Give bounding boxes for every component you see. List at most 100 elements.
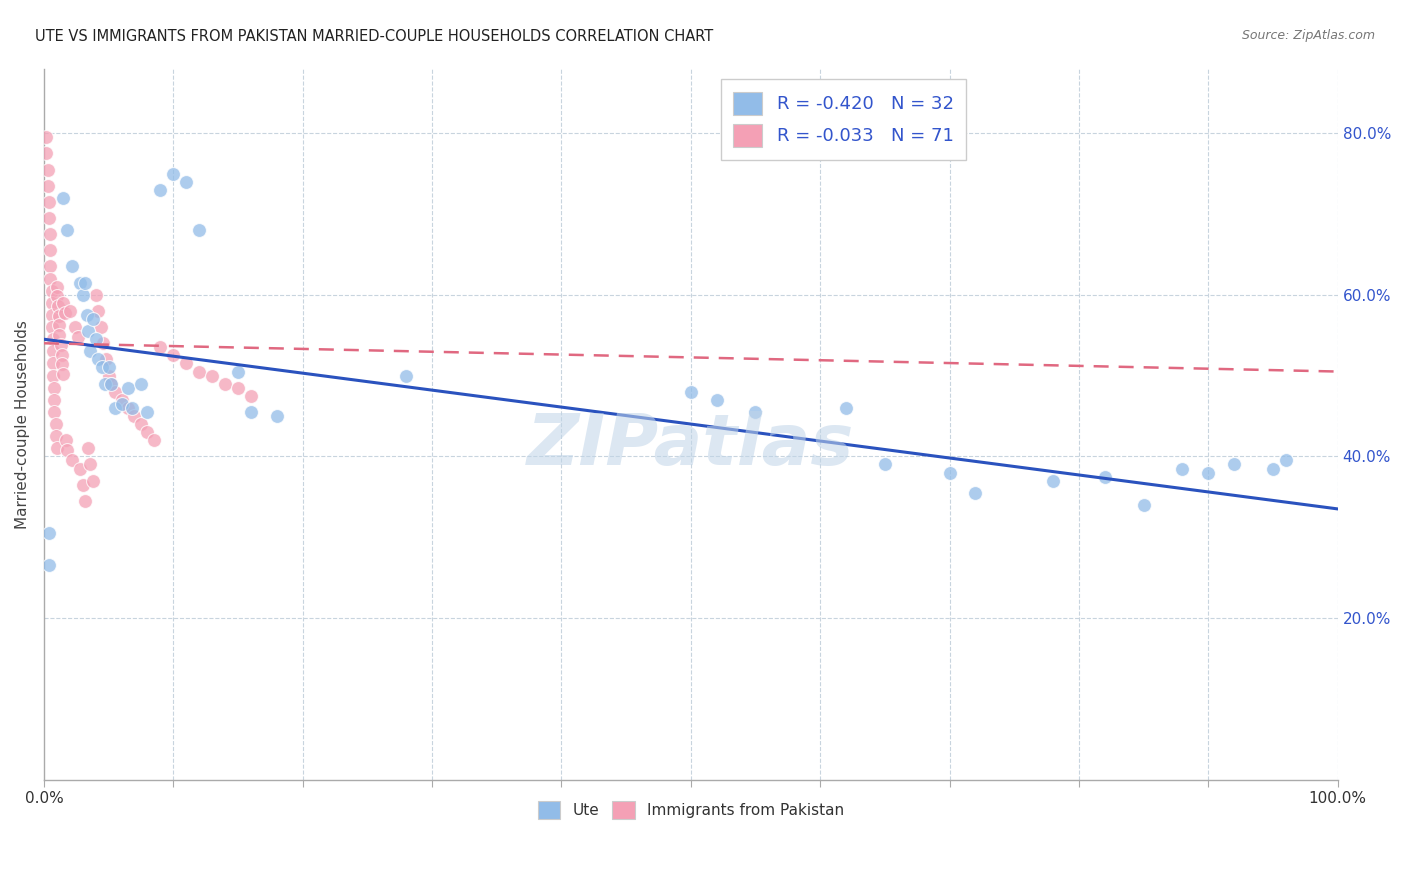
Point: [72, 287, 94, 301]
Point: [49, 338, 72, 352]
Point: [938, 466, 960, 480]
Point: [44, 417, 66, 431]
Text: ZIPatlas: ZIPatlas: [527, 411, 855, 480]
Point: [214, 376, 236, 391]
Point: [82, 312, 104, 326]
Point: [1261, 461, 1284, 475]
Point: [104, 384, 127, 399]
Point: [55, 434, 77, 448]
Point: [42, 356, 65, 370]
Point: [72, 477, 94, 491]
Point: [37, 178, 59, 193]
Point: [136, 405, 159, 419]
Point: [63, 320, 86, 334]
Point: [35, 146, 58, 161]
Point: [51, 348, 73, 362]
Point: [52, 367, 75, 381]
Point: [84, 287, 107, 301]
Point: [69, 276, 91, 290]
Point: [45, 442, 67, 456]
Point: [93, 336, 115, 351]
Point: [104, 401, 127, 415]
Point: [1275, 453, 1298, 467]
Point: [129, 417, 152, 431]
Point: [873, 458, 896, 472]
Point: [79, 458, 101, 472]
Point: [136, 425, 159, 439]
Point: [46, 299, 69, 313]
Point: [706, 392, 728, 407]
Point: [51, 357, 73, 371]
Point: [38, 526, 60, 541]
Point: [142, 434, 165, 448]
Point: [37, 162, 59, 177]
Point: [835, 401, 858, 415]
Point: [44, 405, 66, 419]
Point: [41, 296, 63, 310]
Point: [39, 227, 62, 242]
Point: [75, 493, 97, 508]
Point: [41, 320, 63, 334]
Point: [124, 409, 146, 423]
Point: [75, 276, 97, 290]
Point: [162, 348, 184, 362]
Point: [39, 260, 62, 274]
Y-axis label: Married-couple Households: Married-couple Households: [15, 319, 30, 528]
Point: [38, 194, 60, 209]
Point: [56, 442, 79, 457]
Point: [1094, 469, 1116, 483]
Point: [52, 191, 75, 205]
Point: [56, 223, 79, 237]
Point: [121, 401, 143, 415]
Point: [149, 340, 172, 354]
Point: [1197, 466, 1219, 480]
Point: [201, 368, 224, 383]
Point: [48, 328, 70, 343]
Point: [52, 296, 75, 310]
Point: [94, 352, 117, 367]
Point: [39, 271, 62, 285]
Point: [226, 381, 249, 395]
Point: [87, 304, 110, 318]
Point: [1132, 498, 1154, 512]
Point: [97, 360, 120, 375]
Point: [42, 368, 65, 383]
Point: [100, 376, 122, 391]
Point: [1223, 458, 1246, 472]
Point: [42, 332, 65, 346]
Point: [38, 211, 60, 225]
Point: [91, 360, 114, 375]
Point: [90, 320, 112, 334]
Point: [226, 365, 249, 379]
Point: [93, 376, 115, 391]
Point: [48, 318, 70, 333]
Point: [117, 401, 139, 415]
Point: [110, 392, 132, 407]
Point: [41, 284, 63, 298]
Point: [69, 461, 91, 475]
Point: [239, 389, 262, 403]
Point: [188, 365, 211, 379]
Point: [44, 381, 66, 395]
Point: [66, 330, 89, 344]
Point: [48, 309, 70, 323]
Point: [239, 405, 262, 419]
Point: [60, 260, 83, 274]
Legend: Ute, Immigrants from Pakistan: Ute, Immigrants from Pakistan: [531, 795, 851, 825]
Point: [97, 368, 120, 383]
Point: [77, 324, 100, 338]
Point: [1042, 474, 1064, 488]
Point: [77, 442, 100, 456]
Point: [44, 392, 66, 407]
Point: [35, 130, 58, 145]
Point: [395, 368, 418, 383]
Point: [45, 279, 67, 293]
Point: [744, 405, 766, 419]
Point: [117, 381, 139, 395]
Point: [188, 223, 211, 237]
Point: [149, 183, 172, 197]
Point: [41, 308, 63, 322]
Point: [44, 429, 66, 443]
Point: [174, 175, 197, 189]
Point: [679, 384, 702, 399]
